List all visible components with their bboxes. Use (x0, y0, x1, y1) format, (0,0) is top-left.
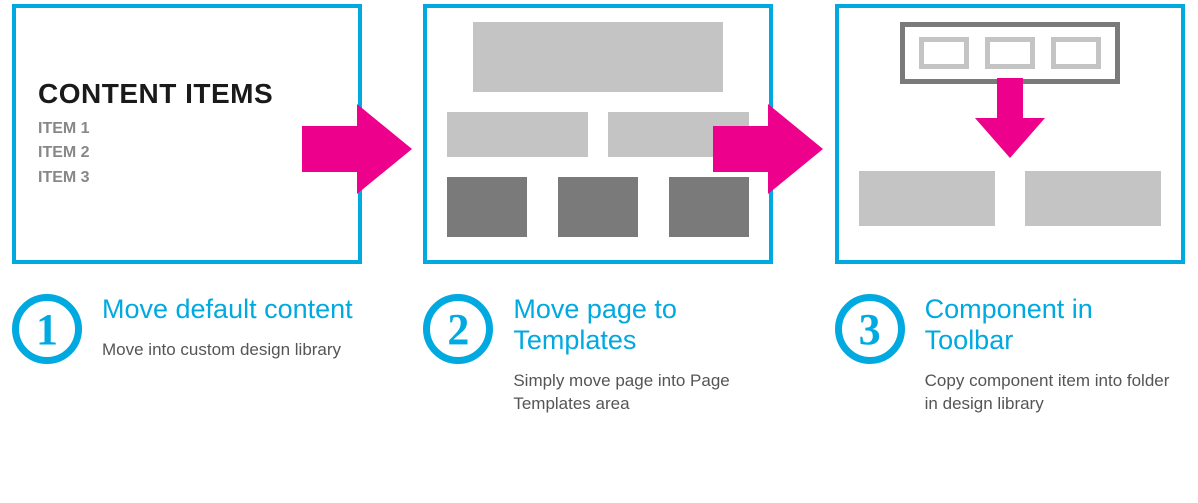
step-title: Component in Toolbar (925, 294, 1185, 356)
step-number-badge: 3 (835, 294, 905, 364)
step-number: 1 (36, 304, 58, 355)
step-3: 3 Component in Toolbar Copy component it… (835, 4, 1186, 416)
panel1-item: ITEM 3 (38, 167, 338, 189)
toolbar-cell (985, 37, 1035, 69)
toolbar-cell (919, 37, 969, 69)
wireframe-block (447, 177, 527, 237)
panel1-item-list: ITEM 1 ITEM 2 ITEM 3 (38, 118, 338, 189)
step-description: Simply move page into Page Templates are… (513, 370, 773, 416)
wireframe-block (473, 22, 723, 92)
step-title: Move default content (102, 294, 362, 325)
wireframe-row (447, 112, 749, 157)
step-caption-1: 1 Move default content Move into custom … (12, 294, 362, 364)
wireframe-block (859, 171, 995, 226)
arrow-right-icon (713, 104, 823, 194)
panel-toolbar (835, 4, 1185, 264)
wireframe-row (447, 22, 749, 92)
step-number: 2 (447, 304, 469, 355)
step-2: 2 Move page to Templates Simply move pag… (423, 4, 774, 416)
step-number-badge: 2 (423, 294, 493, 364)
toolbar-cell (1051, 37, 1101, 69)
wireframe-row (447, 177, 749, 237)
step-description: Copy component item into folder in desig… (925, 370, 1185, 416)
panel1-item: ITEM 2 (38, 142, 338, 164)
toolbar-wireframe (900, 22, 1120, 84)
step-1: CONTENT ITEMS ITEM 1 ITEM 2 ITEM 3 1 Mov… (12, 4, 363, 364)
step-caption-2: 2 Move page to Templates Simply move pag… (423, 294, 773, 416)
wireframe-block (558, 177, 638, 237)
step-number-badge: 1 (12, 294, 82, 364)
wireframe-row (859, 171, 1161, 246)
steps-container: CONTENT ITEMS ITEM 1 ITEM 2 ITEM 3 1 Mov… (0, 0, 1198, 420)
wireframe-block (447, 112, 588, 157)
panel1-item: ITEM 1 (38, 118, 338, 140)
panel1-heading: CONTENT ITEMS (38, 78, 338, 110)
arrow-down-icon (975, 78, 1045, 163)
step-title: Move page to Templates (513, 294, 773, 356)
wireframe-block (1025, 171, 1161, 226)
arrow-right-icon (302, 104, 412, 194)
step-number: 3 (859, 304, 881, 355)
step-caption-3: 3 Component in Toolbar Copy component it… (835, 294, 1185, 416)
step-description: Move into custom design library (102, 339, 362, 362)
